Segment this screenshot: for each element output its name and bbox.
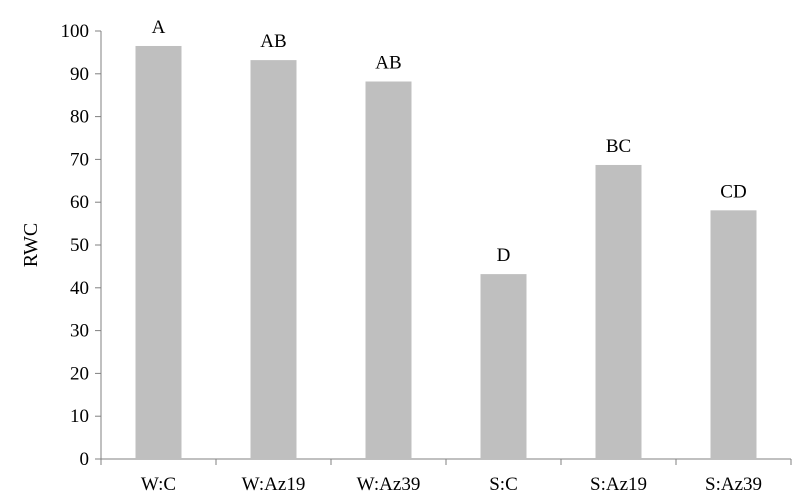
bars: [135, 45, 757, 460]
y-axis-title: RWC: [20, 223, 42, 267]
bar: [135, 45, 182, 459]
y-tick-label: 40: [70, 278, 89, 299]
x-tick-label: W:Az19: [242, 474, 306, 495]
bar: [710, 210, 757, 459]
y-tick-label: 100: [61, 21, 90, 42]
y-tick-label: 90: [70, 64, 89, 85]
bar: [595, 164, 642, 460]
bar: [250, 60, 297, 459]
significance-label: BC: [606, 136, 631, 157]
bar: [480, 274, 527, 459]
x-axis: W:C W:Az19 W:Az39 S:C S:Az19 S:Az39: [100, 458, 792, 495]
y-tick-label: 80: [70, 107, 89, 128]
significance-label: AB: [260, 31, 286, 52]
y-tick-label: 50: [70, 235, 89, 256]
bar: [365, 81, 412, 459]
x-tick-label: S:Az39: [705, 474, 762, 495]
y-tick-label: 10: [70, 406, 89, 427]
x-tick-label: W:Az39: [357, 474, 421, 495]
significance-labels: A AB AB D BC CD: [152, 17, 747, 266]
y-tick-label: 20: [70, 363, 89, 384]
significance-label: D: [497, 245, 511, 266]
y-axis: 0 10 20 30 40 50 60 70 80 90 100: [61, 21, 102, 470]
y-tick-label: 60: [70, 192, 89, 213]
y-tick-label: 70: [70, 149, 89, 170]
y-tick-label: 0: [80, 449, 90, 470]
significance-label: A: [152, 17, 166, 38]
x-tick-label: S:C: [489, 474, 518, 495]
y-tick-label: 30: [70, 321, 89, 342]
significance-label: AB: [375, 53, 401, 74]
x-tick-label: S:Az19: [590, 474, 647, 495]
x-tick-label: W:C: [141, 474, 176, 495]
significance-label: CD: [720, 181, 746, 202]
